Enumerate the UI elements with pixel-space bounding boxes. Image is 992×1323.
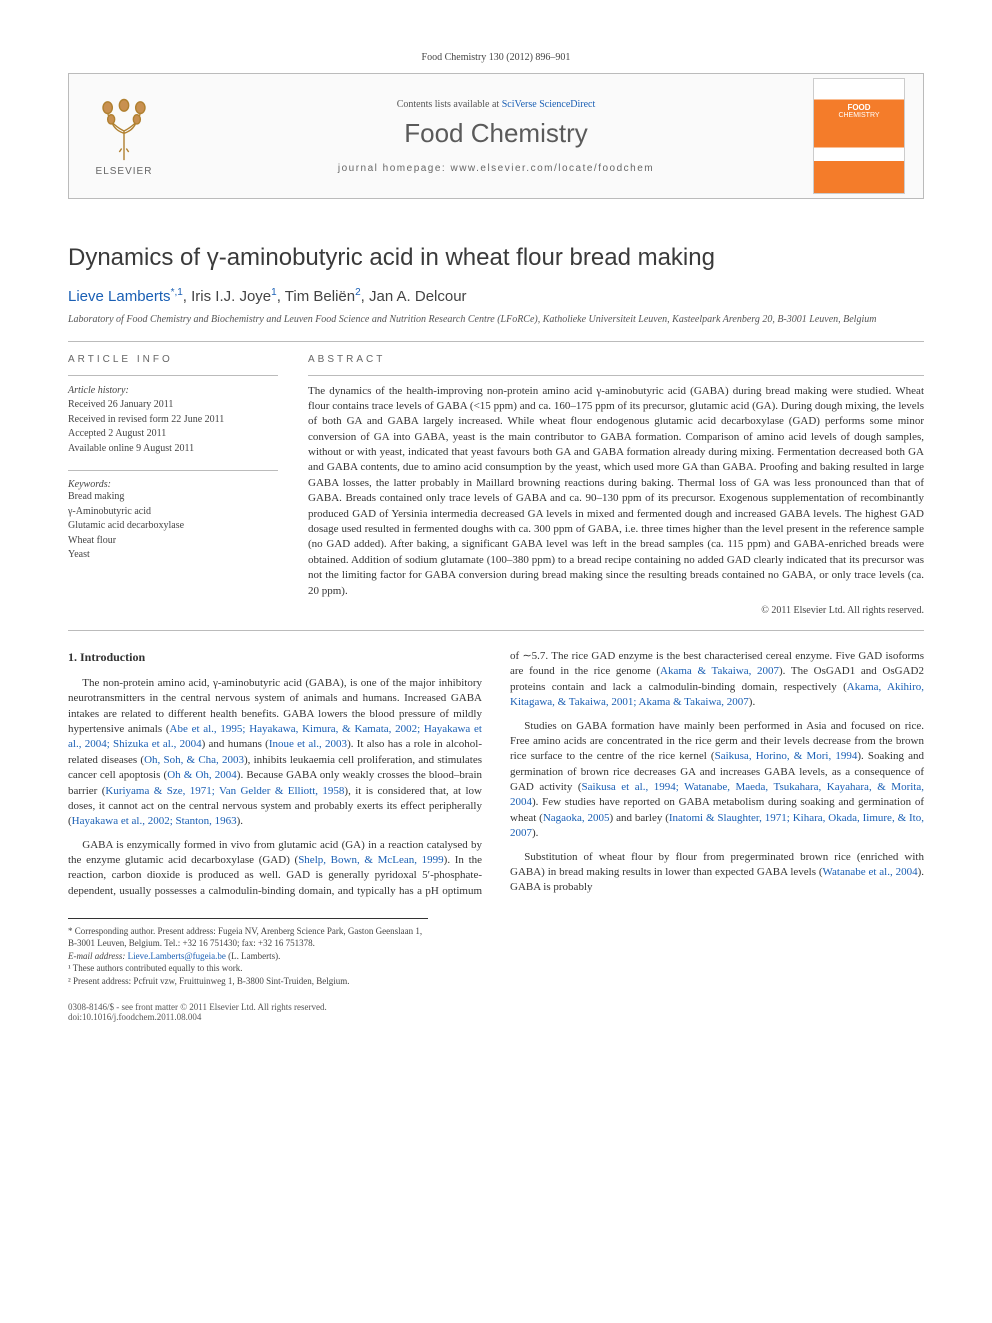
ref-link[interactable]: Oh, Soh, & Cha, 2003 [144, 754, 244, 766]
footnotes-block: * Corresponding author. Present address:… [68, 918, 428, 988]
scidirect-link[interactable]: SciVerse ScienceDirect [502, 99, 596, 110]
email-link[interactable]: Lieve.Lamberts@fugeia.be [128, 951, 226, 961]
p1g: ). [237, 815, 243, 827]
abstract-text: The dynamics of the health-improving non… [308, 384, 924, 599]
kw-1: γ-Aminobutyric acid [68, 506, 151, 517]
ref-link[interactable]: Saikusa, Horino, & Mori, 1994 [715, 750, 858, 762]
ref-link[interactable]: Nagaoka, 2005 [543, 812, 610, 824]
author-4: , Jan A. Delcour [361, 288, 467, 305]
intro-para-3: Studies on GABA formation have mainly be… [510, 719, 924, 842]
tree-icon [89, 96, 159, 166]
cover-word-1: FOOD [847, 103, 870, 112]
article-title: Dynamics of γ-aminobutyric acid in wheat… [68, 243, 924, 273]
history-received: Received 26 January 2011 [68, 399, 173, 410]
body-two-column: 1. Introduction The non-protein amino ac… [68, 649, 924, 902]
rule-kw [68, 470, 278, 471]
email-suffix: (L. Lamberts). [226, 951, 280, 961]
email-label: E-mail address: [68, 951, 128, 961]
email-line: E-mail address: Lieve.Lamberts@fugeia.be… [68, 950, 428, 963]
rule-before-body [68, 630, 924, 631]
footnote-1: ¹ These authors contributed equally to t… [68, 962, 428, 975]
cover-word-2: CHEMISTRY [838, 112, 879, 119]
rule-abs [308, 375, 924, 376]
author-2: , Iris I.J. Joye [183, 288, 271, 305]
journal-header-box: ELSEVIER Contents lists available at Sci… [68, 73, 924, 199]
doi-line: doi:10.1016/j.foodchem.2011.08.004 [68, 1012, 327, 1022]
page-footer: 0308-8146/$ - see front matter © 2011 El… [68, 1002, 924, 1022]
affiliation: Laboratory of Food Chemistry and Biochem… [68, 313, 924, 327]
publisher-name: ELSEVIER [96, 166, 153, 177]
ref-link[interactable]: Akama & Takaiwa, 2007 [660, 665, 779, 677]
journal-title: Food Chemistry [187, 118, 805, 149]
kw-2: Glutamic acid decarboxylase [68, 520, 184, 531]
kw-4: Yeast [68, 549, 90, 560]
p1b: ) and humans ( [202, 738, 269, 750]
p3d: ) and barley ( [610, 812, 669, 824]
abstract-col: ABSTRACT The dynamics of the health-impr… [308, 354, 924, 616]
front-matter-line: 0308-8146/$ - see front matter © 2011 El… [68, 1002, 327, 1012]
p3e: ). [532, 827, 538, 839]
history-label: Article history: [68, 385, 129, 396]
journal-reference: Food Chemistry 130 (2012) 896–901 [68, 52, 924, 63]
kw-0: Bread making [68, 491, 124, 502]
info-abstract-grid: ARTICLE INFO Article history: Received 2… [68, 354, 924, 616]
ref-link[interactable]: Oh & Oh, 2004 [167, 769, 237, 781]
section-intro-heading: 1. Introduction [68, 649, 482, 666]
abstract-heading: ABSTRACT [308, 354, 924, 365]
header-center: Contents lists available at SciVerse Sci… [187, 99, 805, 174]
contents-available-line: Contents lists available at SciVerse Sci… [187, 99, 805, 110]
history-accepted: Accepted 2 August 2011 [68, 428, 166, 439]
journal-homepage: journal homepage: www.elsevier.com/locat… [187, 163, 805, 174]
ref-link[interactable]: Hayakawa et al., 2002; Stanton, 1963 [72, 815, 237, 827]
history-online: Available online 9 August 2011 [68, 443, 194, 454]
footer-left: 0308-8146/$ - see front matter © 2011 El… [68, 1002, 327, 1022]
elsevier-logo: ELSEVIER [79, 91, 169, 181]
journal-cover-thumb: FOOD CHEMISTRY [813, 78, 905, 194]
ref-link[interactable]: Watanabe et al., 2004 [823, 866, 918, 878]
history-revised: Received in revised form 22 June 2011 [68, 414, 224, 425]
corresponding-author-note: * Corresponding author. Present address:… [68, 925, 428, 950]
authors-line: Lieve Lamberts*,1, Iris I.J. Joye1, Tim … [68, 287, 924, 305]
ref-link[interactable]: Kuriyama & Sze, 1971; Van Gelder & Ellio… [105, 785, 344, 797]
author-link-1[interactable]: Lieve Lamberts [68, 288, 171, 305]
p2d: ). [749, 696, 755, 708]
contents-prefix: Contents lists available at [397, 99, 502, 110]
keywords-list: Bread making γ-Aminobutyric acid Glutami… [68, 490, 278, 563]
rule-info [68, 375, 278, 376]
intro-para-4: Substitution of wheat flour by flour fro… [510, 850, 924, 896]
rule-top [68, 341, 924, 342]
copyright-line: © 2011 Elsevier Ltd. All rights reserved… [308, 605, 924, 616]
article-history: Article history: Received 26 January 201… [68, 384, 278, 457]
author-sup-1: *,1 [171, 287, 183, 298]
intro-para-1: The non-protein amino acid, γ-aminobutyr… [68, 676, 482, 830]
kw-3: Wheat flour [68, 535, 116, 546]
ref-link[interactable]: Shelp, Bown, & McLean, 1999 [298, 854, 443, 866]
ref-link[interactable]: Inoue et al., 2003 [269, 738, 347, 750]
footnote-2: ² Present address: Pcfruit vzw, Fruittui… [68, 975, 428, 988]
author-3: , Tim Beliën [277, 288, 355, 305]
keywords-label: Keywords: [68, 479, 278, 490]
article-info-col: ARTICLE INFO Article history: Received 2… [68, 354, 278, 616]
article-info-heading: ARTICLE INFO [68, 354, 278, 365]
